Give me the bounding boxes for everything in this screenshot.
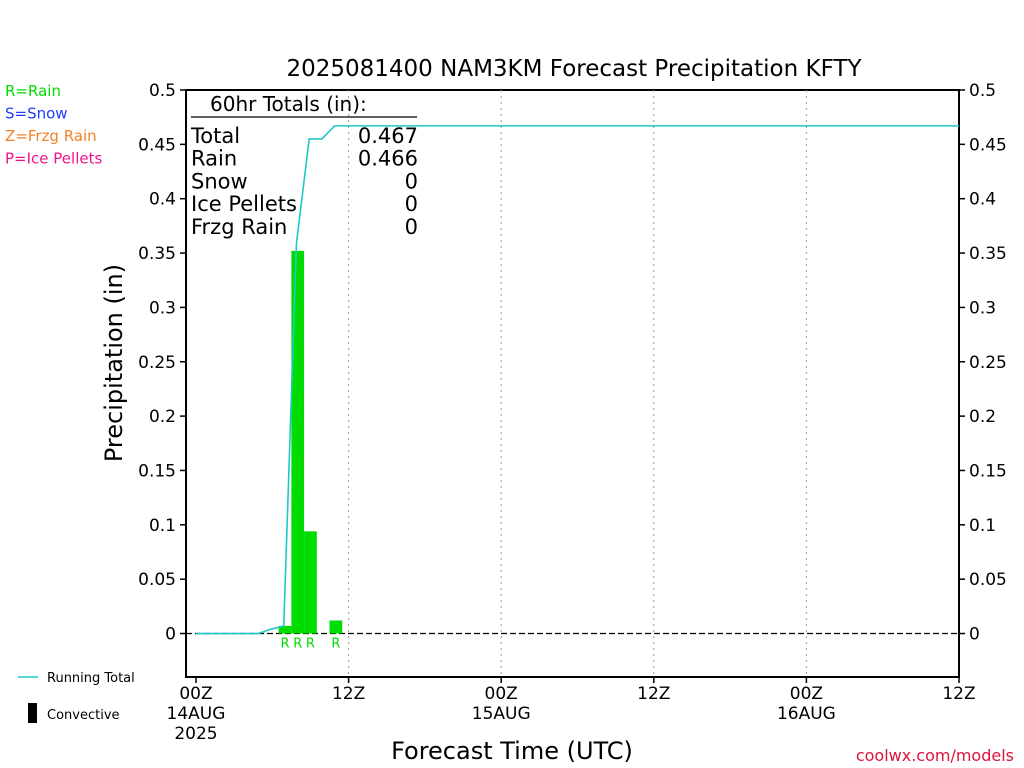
ptype-legend: R=Rain S=Snow Z=Frzg Rain P=Ice Pellets bbox=[5, 82, 102, 168]
x-tick-time: 12Z bbox=[332, 684, 365, 704]
bar-ptype-label: R bbox=[306, 637, 315, 652]
totals-value: 0.467 bbox=[358, 124, 418, 148]
precip-bar bbox=[329, 620, 343, 634]
series-legend: Running Total Convective bbox=[18, 671, 135, 723]
y-tick-label-right: 0.1 bbox=[969, 516, 996, 536]
y-axis-title: Precipitation (in) bbox=[100, 264, 128, 462]
running-total-line bbox=[196, 125, 959, 635]
totals-value: 0 bbox=[405, 169, 418, 193]
y-tick-label-right: 0.4 bbox=[969, 190, 996, 210]
x-axis-title: Forecast Time (UTC) bbox=[391, 737, 633, 765]
x-tick-time: 00Z bbox=[485, 684, 518, 704]
convective-legend-swatch bbox=[28, 703, 37, 723]
totals-rows: Total 0.467 Rain 0.466 Snow 0 Ice Pellets 0 Frzg… bbox=[190, 124, 418, 239]
x-tick-time: 12Z bbox=[637, 684, 670, 704]
y-tick-label-right: 0.45 bbox=[969, 135, 1007, 155]
y-axis-right: 0.5 0.45 0.4 0.35 0.3 0.25 0.2 0.15 0.1 0.05 0 bbox=[959, 81, 1007, 645]
x-tick-date: 16AUG bbox=[777, 704, 836, 724]
bar-ptype-label: R bbox=[293, 637, 302, 652]
y-tick-label: 0.35 bbox=[138, 244, 176, 264]
totals-header: 60hr Totals (in): bbox=[210, 92, 367, 116]
y-tick-label-right: 0.2 bbox=[969, 407, 996, 427]
x-tick-date: 14AUG bbox=[167, 704, 226, 724]
running-total-legend-label: Running Total bbox=[47, 671, 135, 686]
totals-box: 60hr Totals (in): Total 0.467 Rain 0.466 Sno… bbox=[190, 92, 418, 239]
y-tick-label: 0.15 bbox=[138, 461, 176, 481]
y-tick-label: 0.5 bbox=[149, 81, 176, 101]
ptype-legend-item: Z=Frzg Rain bbox=[5, 127, 97, 145]
y-tick-label-right: 0.05 bbox=[969, 570, 1007, 590]
totals-value: 0 bbox=[405, 192, 418, 216]
ptype-legend-item: R=Rain bbox=[5, 82, 61, 100]
y-tick-label: 0 bbox=[165, 625, 176, 645]
x-tick-time: 12Z bbox=[942, 684, 975, 704]
y-tick-label: 0.1 bbox=[149, 516, 176, 536]
plot-frame bbox=[185, 89, 960, 678]
y-tick-label: 0.4 bbox=[149, 190, 176, 210]
y-tick-label-right: 0.3 bbox=[969, 298, 996, 318]
precip-bar bbox=[291, 250, 305, 634]
totals-label: Snow bbox=[191, 169, 248, 193]
y-axis-left: 0.5 0.45 0.4 0.35 0.3 0.25 0.2 0.15 0.1 0.05 0 bbox=[138, 81, 186, 645]
y-tick-label: 0.3 bbox=[149, 298, 176, 318]
y-tick-label: 0.45 bbox=[138, 135, 176, 155]
totals-value: 0 bbox=[405, 215, 418, 239]
grid-lines bbox=[348, 90, 807, 677]
precip-bar bbox=[304, 531, 317, 634]
totals-label: Frzg Rain bbox=[191, 215, 287, 239]
x-tick-time: 00Z bbox=[179, 684, 212, 704]
y-tick-label: 0.2 bbox=[149, 407, 176, 427]
y-tick-label-right: 0.25 bbox=[969, 353, 1007, 373]
bar-ptype-label: R bbox=[331, 637, 340, 652]
convective-legend-label: Convective bbox=[47, 708, 120, 723]
totals-label: Rain bbox=[191, 147, 237, 171]
y-tick-label-right: 0.15 bbox=[969, 461, 1007, 481]
totals-value: 0.466 bbox=[358, 147, 418, 171]
x-tick-time: 00Z bbox=[790, 684, 823, 704]
y-tick-label-right: 0.5 bbox=[969, 81, 996, 101]
precip-bar bbox=[278, 625, 292, 634]
y-tick-label: 0.25 bbox=[138, 353, 176, 373]
bar-ptype-label: R bbox=[280, 637, 289, 652]
ptype-legend-item: S=Snow bbox=[5, 105, 68, 123]
x-tick-year: 2025 bbox=[174, 724, 217, 744]
precip-bars bbox=[278, 250, 343, 634]
y-tick-label: 0.05 bbox=[138, 570, 176, 590]
y-tick-label-right: 0.35 bbox=[969, 244, 1007, 264]
ptype-legend-item: P=Ice Pellets bbox=[5, 150, 102, 168]
credit-text: coolwx.com/models bbox=[856, 746, 1014, 765]
totals-label: Total bbox=[190, 124, 240, 148]
totals-label: Ice Pellets bbox=[191, 192, 297, 216]
x-tick-date: 15AUG bbox=[472, 704, 531, 724]
chart-title: 2025081400 NAM3KM Forecast Precipitation… bbox=[286, 56, 862, 82]
y-tick-label-right: 0 bbox=[969, 625, 980, 645]
